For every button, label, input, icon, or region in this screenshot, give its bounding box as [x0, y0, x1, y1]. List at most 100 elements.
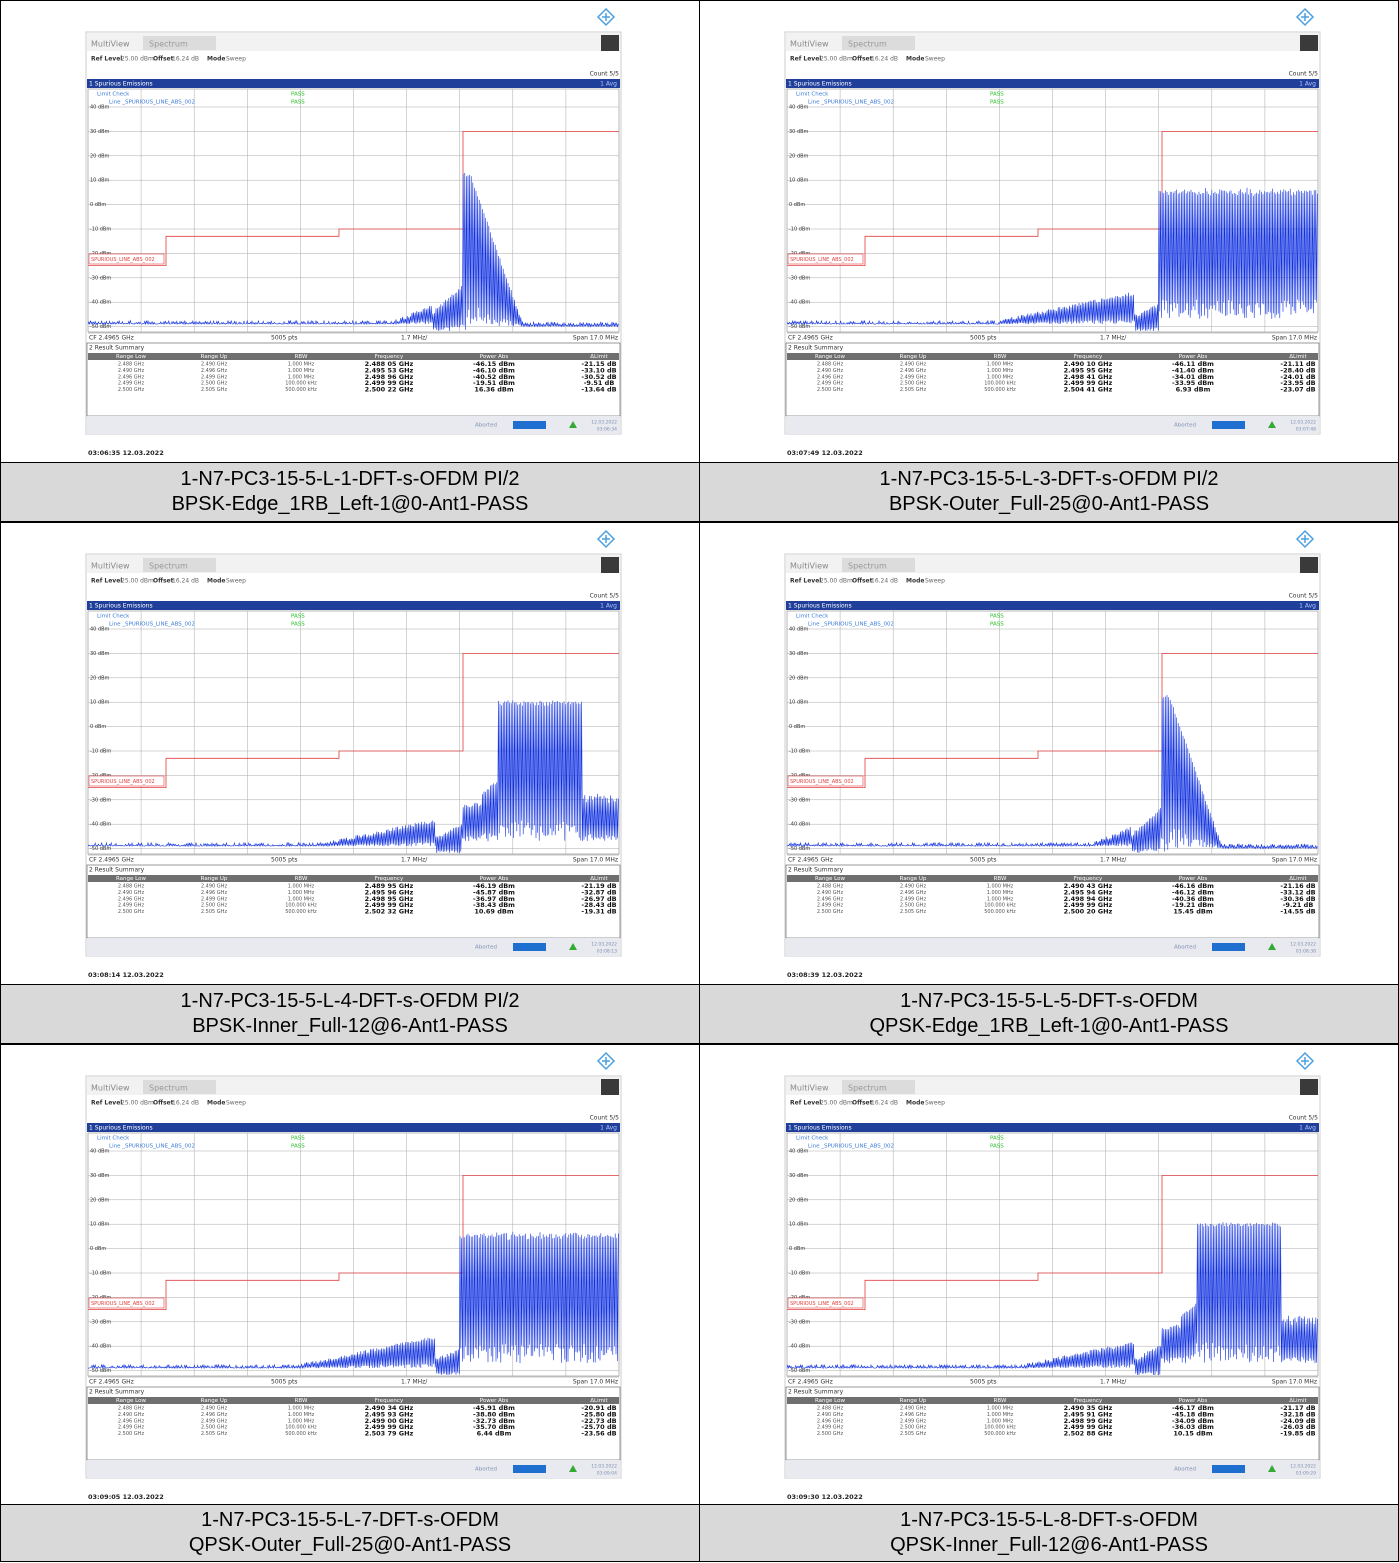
logo	[1297, 531, 1313, 547]
pts: 5005 pts	[970, 335, 996, 342]
status-time: 03:08:38	[1296, 949, 1316, 955]
spectrum-tab-label: Spectrum	[848, 40, 887, 49]
y-label: -50 dBm	[789, 846, 810, 852]
range-cell: 2.505 GHz	[201, 1431, 228, 1437]
range-cell: 1.000 MHz	[288, 890, 315, 896]
y-label: 30 dBm	[90, 129, 110, 135]
div: 1.7 MHz/	[1100, 335, 1127, 342]
y-label: -40 dBm	[90, 822, 111, 828]
count: Count 5/5	[590, 1115, 620, 1122]
caption-line: QPSK-Outer_Full-25@0-Ant1-PASS	[189, 1533, 511, 1558]
range-cell: 2.499 GHz	[118, 903, 145, 909]
range-cell: 2.500 GHz	[900, 381, 927, 387]
range-cell: 500.000 kHz	[984, 1431, 1016, 1437]
cf: CF 2.4965 GHz	[788, 335, 833, 342]
mode-label: Mode	[906, 1100, 924, 1107]
status-time: 03:09:04	[597, 1471, 617, 1477]
range-cell: 500.000 kHz	[285, 1431, 317, 1437]
range-cell: 2.496 GHz	[900, 1412, 927, 1418]
result-cell: 2.504 41 GHz	[1064, 386, 1113, 394]
progress	[513, 943, 546, 951]
status: Aborted	[475, 423, 497, 429]
column-header: Range Low	[815, 876, 846, 882]
mode-label: Mode	[207, 1100, 225, 1107]
y-label: -30 dBm	[90, 275, 111, 281]
line-label: SPURIOUS_LINE_ABS_002	[790, 1301, 854, 1307]
column-header: Range Low	[116, 354, 147, 360]
range-cell: 1.000 MHz	[987, 1406, 1014, 1412]
range-cell: 2.490 GHz	[118, 368, 145, 374]
summary-title: 2 Result Summary	[788, 345, 844, 352]
range-cell: 2.499 GHz	[201, 374, 228, 380]
column-header: RBW	[994, 876, 1007, 882]
status-time: 03:08:13	[597, 949, 617, 955]
y-label: 30 dBm	[789, 129, 809, 135]
caption-cell: 1-N7-PC3-15-5-L-8-DFT-s-OFDMQPSK-Inner_F…	[699, 1504, 1399, 1562]
count: Count 5/5	[1289, 71, 1319, 78]
ref-value: 25.00 dBm	[820, 578, 853, 585]
y-label: -30 dBm	[789, 797, 810, 803]
window-bar	[786, 79, 1319, 88]
mode-value: Sweep	[925, 56, 945, 63]
range-cell: 2.500 GHz	[817, 909, 844, 915]
span: Span 17.0 MHz	[573, 857, 618, 864]
line-label: SPURIOUS_LINE_ABS_002	[91, 779, 155, 785]
range-cell: 2.499 GHz	[201, 896, 228, 902]
y-label: -50 dBm	[90, 1368, 111, 1374]
offset-value: 16.24 dB	[871, 1100, 898, 1107]
app-tab: MultiView	[790, 562, 829, 571]
mode-value: Sweep	[226, 578, 246, 585]
range-cell: 500.000 kHz	[285, 909, 317, 915]
line-label: SPURIOUS_LINE_ABS_002	[91, 1301, 155, 1307]
analyzer-screenshot: MultiViewSpectrumRef Level25.00 dBmOffse…	[700, 523, 1398, 984]
summary-title: 2 Result Summary	[89, 1389, 145, 1396]
cf: CF 2.4965 GHz	[788, 1379, 833, 1386]
menu-button	[1300, 557, 1318, 573]
avg: 1 Avg	[600, 603, 617, 610]
offset-value: 16.24 dB	[871, 56, 898, 63]
y-label: -10 dBm	[789, 227, 810, 233]
range-cell: 100.000 kHz	[984, 903, 1016, 909]
range-cell: 2.496 GHz	[817, 896, 844, 902]
progress	[513, 1465, 546, 1473]
limit-line: Line _SPURIOUS_LINE_ABS_002	[808, 622, 894, 628]
progress	[1212, 1465, 1245, 1473]
result-cell: -19.31 dB	[581, 908, 616, 916]
offset-label: Offset	[852, 1100, 873, 1107]
ref-value: 25.00 dBm	[820, 56, 853, 63]
logo	[1297, 9, 1313, 25]
image-cell: MultiViewSpectrumRef Level25.00 dBmOffse…	[0, 522, 700, 985]
window-bar	[786, 601, 1319, 610]
range-cell: 1.000 MHz	[987, 890, 1014, 896]
status-date: 12.03.2022	[1290, 942, 1316, 948]
result-cell: 2.500 22 GHz	[365, 386, 414, 394]
status-date: 12.03.2022	[591, 942, 617, 948]
app-tab: MultiView	[91, 1084, 130, 1093]
spectrum-tab-label: Spectrum	[149, 1084, 188, 1093]
range-cell: 2.499 GHz	[900, 896, 927, 902]
span: Span 17.0 MHz	[1272, 1379, 1317, 1386]
y-label: 30 dBm	[789, 651, 809, 657]
y-label: 40 dBm	[789, 105, 809, 111]
range-cell: 2.488 GHz	[817, 1406, 844, 1412]
ref-value: 25.00 dBm	[121, 56, 154, 63]
caption-cell: 1-N7-PC3-15-5-L-5-DFT-s-OFDMQPSK-Edge_1R…	[699, 984, 1399, 1044]
logo	[1297, 1053, 1313, 1069]
range-cell: 1.000 MHz	[987, 896, 1014, 902]
result-cell: 16.36 dBm	[474, 386, 513, 394]
window-title: 1 Spurious Emissions	[788, 603, 852, 610]
offset-label: Offset	[852, 578, 873, 585]
y-label: -50 dBm	[789, 1368, 810, 1374]
range-cell: 1.000 MHz	[987, 368, 1014, 374]
div: 1.7 MHz/	[1100, 857, 1127, 864]
summary-header	[787, 875, 1318, 882]
y-label: 30 dBm	[90, 1173, 110, 1179]
div: 1.7 MHz/	[401, 335, 428, 342]
range-cell: 1.000 MHz	[288, 884, 315, 890]
progress	[1212, 421, 1245, 429]
y-label: 40 dBm	[90, 1149, 110, 1155]
app-tab: MultiView	[790, 40, 829, 49]
mode-value: Sweep	[925, 578, 945, 585]
mode-value: Sweep	[925, 1100, 945, 1107]
y-label: 0 dBm	[90, 202, 106, 208]
